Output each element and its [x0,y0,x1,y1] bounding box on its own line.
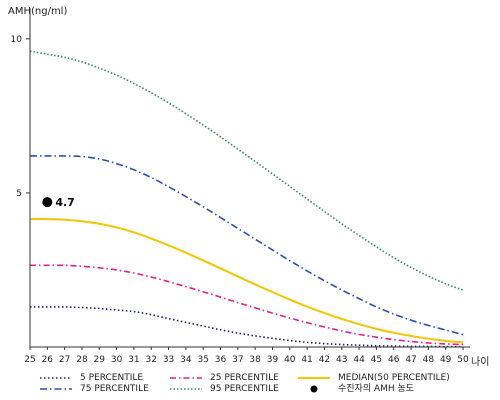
x-tick-label: 29 [94,355,106,365]
x-ticks: 25 26 27 28 29 30 31 32 33 34 35 36 37 38 39 40 41 42 43 44… [24,347,469,365]
legend-swatch-5th [40,377,72,379]
legend-swatch-25th [170,377,202,379]
x-tick-label: 30 [111,355,123,365]
x-tick-label: 40 [284,355,296,365]
x-tick-label: 50 [457,355,469,365]
legend: 5 PERCENTILE 75 PERCENTILE 25 PERCENTILE… [34,371,494,399]
legend-swatch-75th [40,388,72,390]
x-tick-label: 33 [163,355,174,365]
x-tick-label: 39 [267,355,279,365]
x-tick-label: 44 [353,355,365,365]
x-tick-label: 26 [42,355,54,365]
x-tick-label: 43 [336,355,347,365]
legend-label-median: MEDIAN(50 PERCENTILE) [338,373,450,383]
patient-marker-dot [42,197,53,208]
series-line-75-percentile [30,155,464,336]
x-tick-label: 35 [197,355,208,365]
y-tick-label: 5 [16,189,22,199]
legend-label-5th: 5 PERCENTILE [80,373,144,383]
x-tick-label: 45 [371,355,382,365]
x-tick-label: 32 [146,355,157,365]
legend-swatch-95th [170,388,202,390]
x-tick-label: 31 [128,355,139,365]
x-tick-label: 37 [232,355,243,365]
x-tick-label: 48 [423,355,435,365]
legend-swatch-median [298,377,330,379]
series-line-25-percentile [30,264,464,346]
y-ticks: 5 10 [11,35,30,199]
x-tick-label: 47 [405,355,416,365]
patient-marker-label: 4.7 [55,196,75,209]
legend-label-25th: 25 PERCENTILE [210,373,279,383]
x-tick-label: 41 [301,355,312,365]
x-tick-label: 28 [76,355,88,365]
amh-chart: 5 10 25 26 27 28 29 30 31 32 33 34 35 36 37 38 39 40 41 42… [8,6,489,368]
y-axis-label: AMH(ng/ml) [8,6,67,17]
y-tick-label: 10 [11,35,23,45]
x-tick-label: 27 [59,355,70,365]
legend-label-75th: 75 PERCENTILE [80,384,149,394]
series-line-median-50-percentile [29,218,464,344]
x-tick-label: 38 [249,355,261,365]
x-tick-label: 42 [319,355,330,365]
x-tick-label: 49 [440,355,452,365]
x-axis-label: 나이 [471,356,489,368]
patient-marker: 4.7 [42,196,75,209]
x-tick-label: 25 [24,355,35,365]
series-line-95-percentile [29,50,464,291]
x-tick-label: 46 [388,355,400,365]
series-line-5-percentile [29,306,464,348]
x-tick-label: 34 [180,355,192,365]
percentile-curves [29,50,464,348]
axes [29,8,470,348]
legend-label-95th: 95 PERCENTILE [210,384,279,394]
x-tick-label: 36 [215,355,227,365]
legend-swatch-patient [310,385,318,393]
legend-label-patient: 수진자의 AMH 농도 [338,384,415,394]
